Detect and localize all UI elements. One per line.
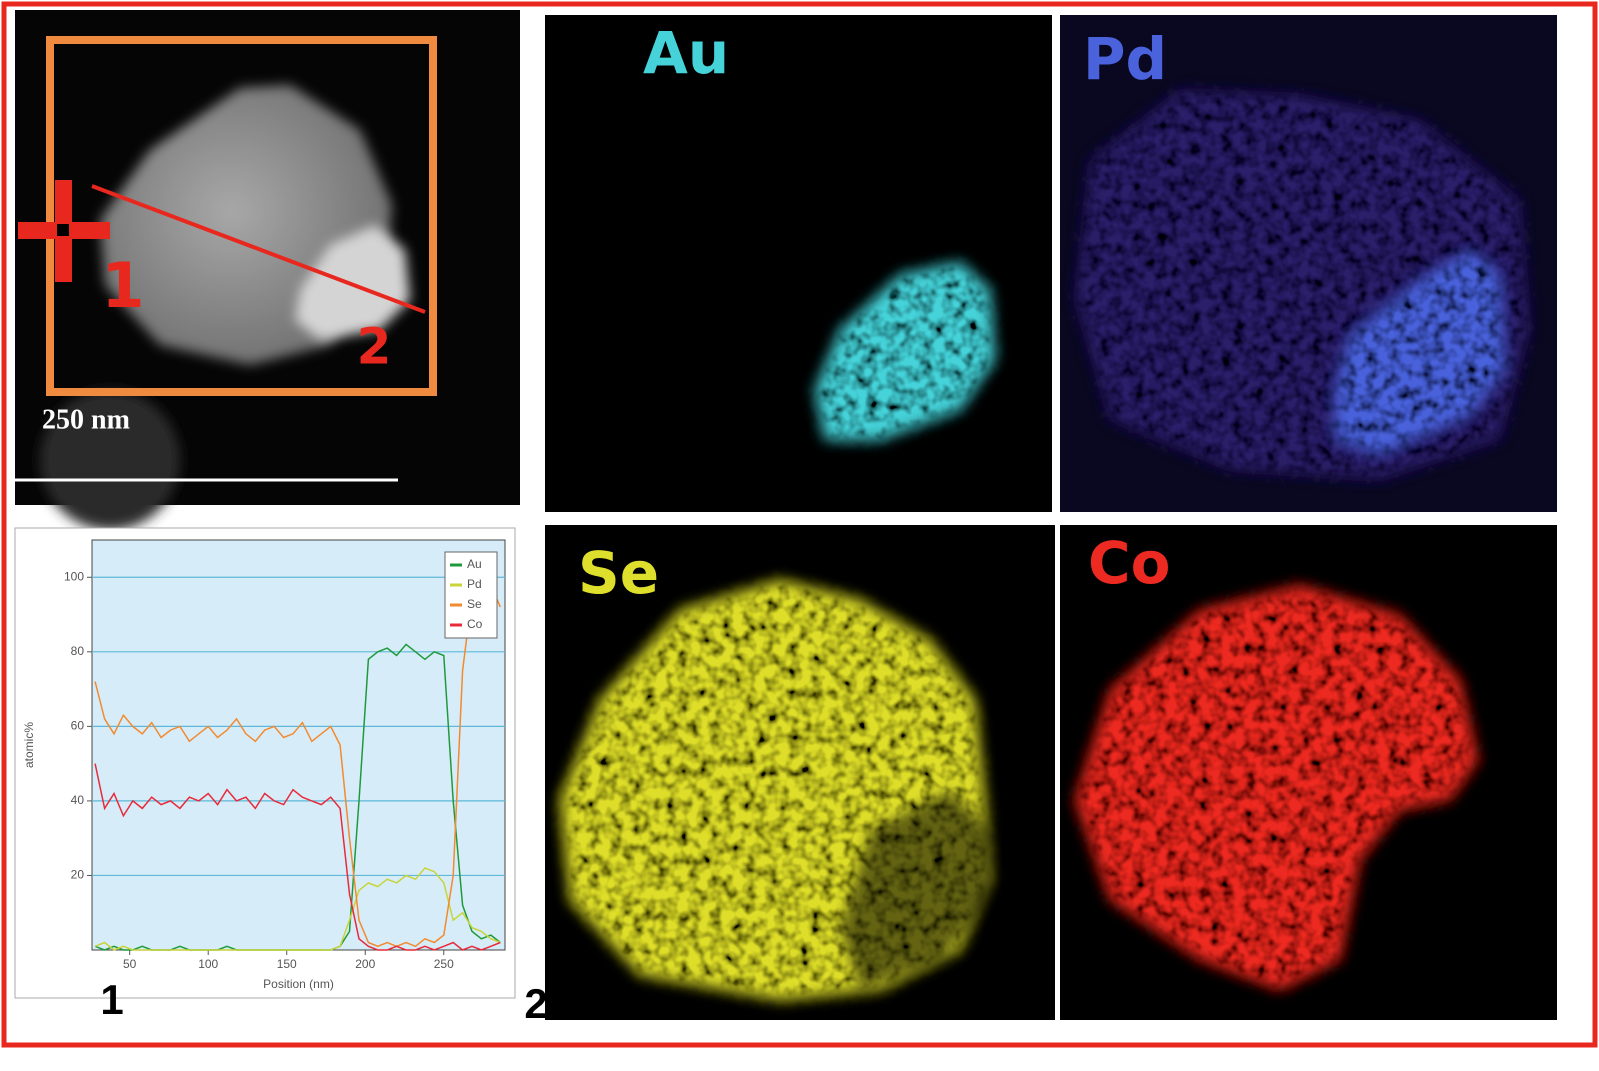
legend-label: Co xyxy=(467,617,483,631)
point-label: 1 xyxy=(101,249,144,322)
legend-label: Se xyxy=(467,597,482,611)
y-tick-label: 80 xyxy=(71,644,85,658)
frame xyxy=(1,1,1598,1048)
y-tick-label: 20 xyxy=(71,868,85,882)
map-label: Co xyxy=(1088,529,1170,597)
series-line xyxy=(94,763,501,951)
particle-shadow xyxy=(40,390,180,530)
x-tick-label: 50 xyxy=(123,957,137,971)
x-tick-label: 250 xyxy=(434,957,454,971)
y-tick-label: 40 xyxy=(71,793,85,807)
co-map xyxy=(1075,585,1478,990)
map-panel xyxy=(545,15,1052,512)
endpoint-label: 2 xyxy=(524,980,547,1027)
series-line xyxy=(94,867,501,951)
x-axis-label: Position (nm) xyxy=(263,977,334,991)
series-line xyxy=(94,576,501,948)
se-shadow xyxy=(840,790,990,990)
legend-label: Pd xyxy=(467,577,482,591)
maps: Au Pd Se Co xyxy=(545,15,1557,1020)
profile-line xyxy=(91,184,426,314)
cross-center xyxy=(57,224,69,236)
point-label: 2 xyxy=(357,318,392,376)
stem-panel: 1 2 250 nm xyxy=(15,10,520,530)
legend-label: Au xyxy=(467,557,482,571)
y-tick-label: 100 xyxy=(64,569,84,583)
endpoint-label: 1 xyxy=(100,976,123,1023)
map-label: Se xyxy=(578,539,659,607)
pd-map xyxy=(1335,250,1505,455)
roi-box xyxy=(46,36,437,396)
plot-area xyxy=(91,539,506,951)
map-label: Pd xyxy=(1083,25,1167,93)
scale-label: 250 nm xyxy=(42,404,130,435)
au-map xyxy=(815,262,995,440)
y-axis-label: atomic% xyxy=(22,722,36,768)
x-tick-label: 150 xyxy=(277,957,297,971)
map-label: Au xyxy=(643,19,729,87)
x-tick-label: 200 xyxy=(355,957,375,971)
x-tick-label: 100 xyxy=(198,957,218,971)
y-tick-label: 60 xyxy=(71,719,85,733)
